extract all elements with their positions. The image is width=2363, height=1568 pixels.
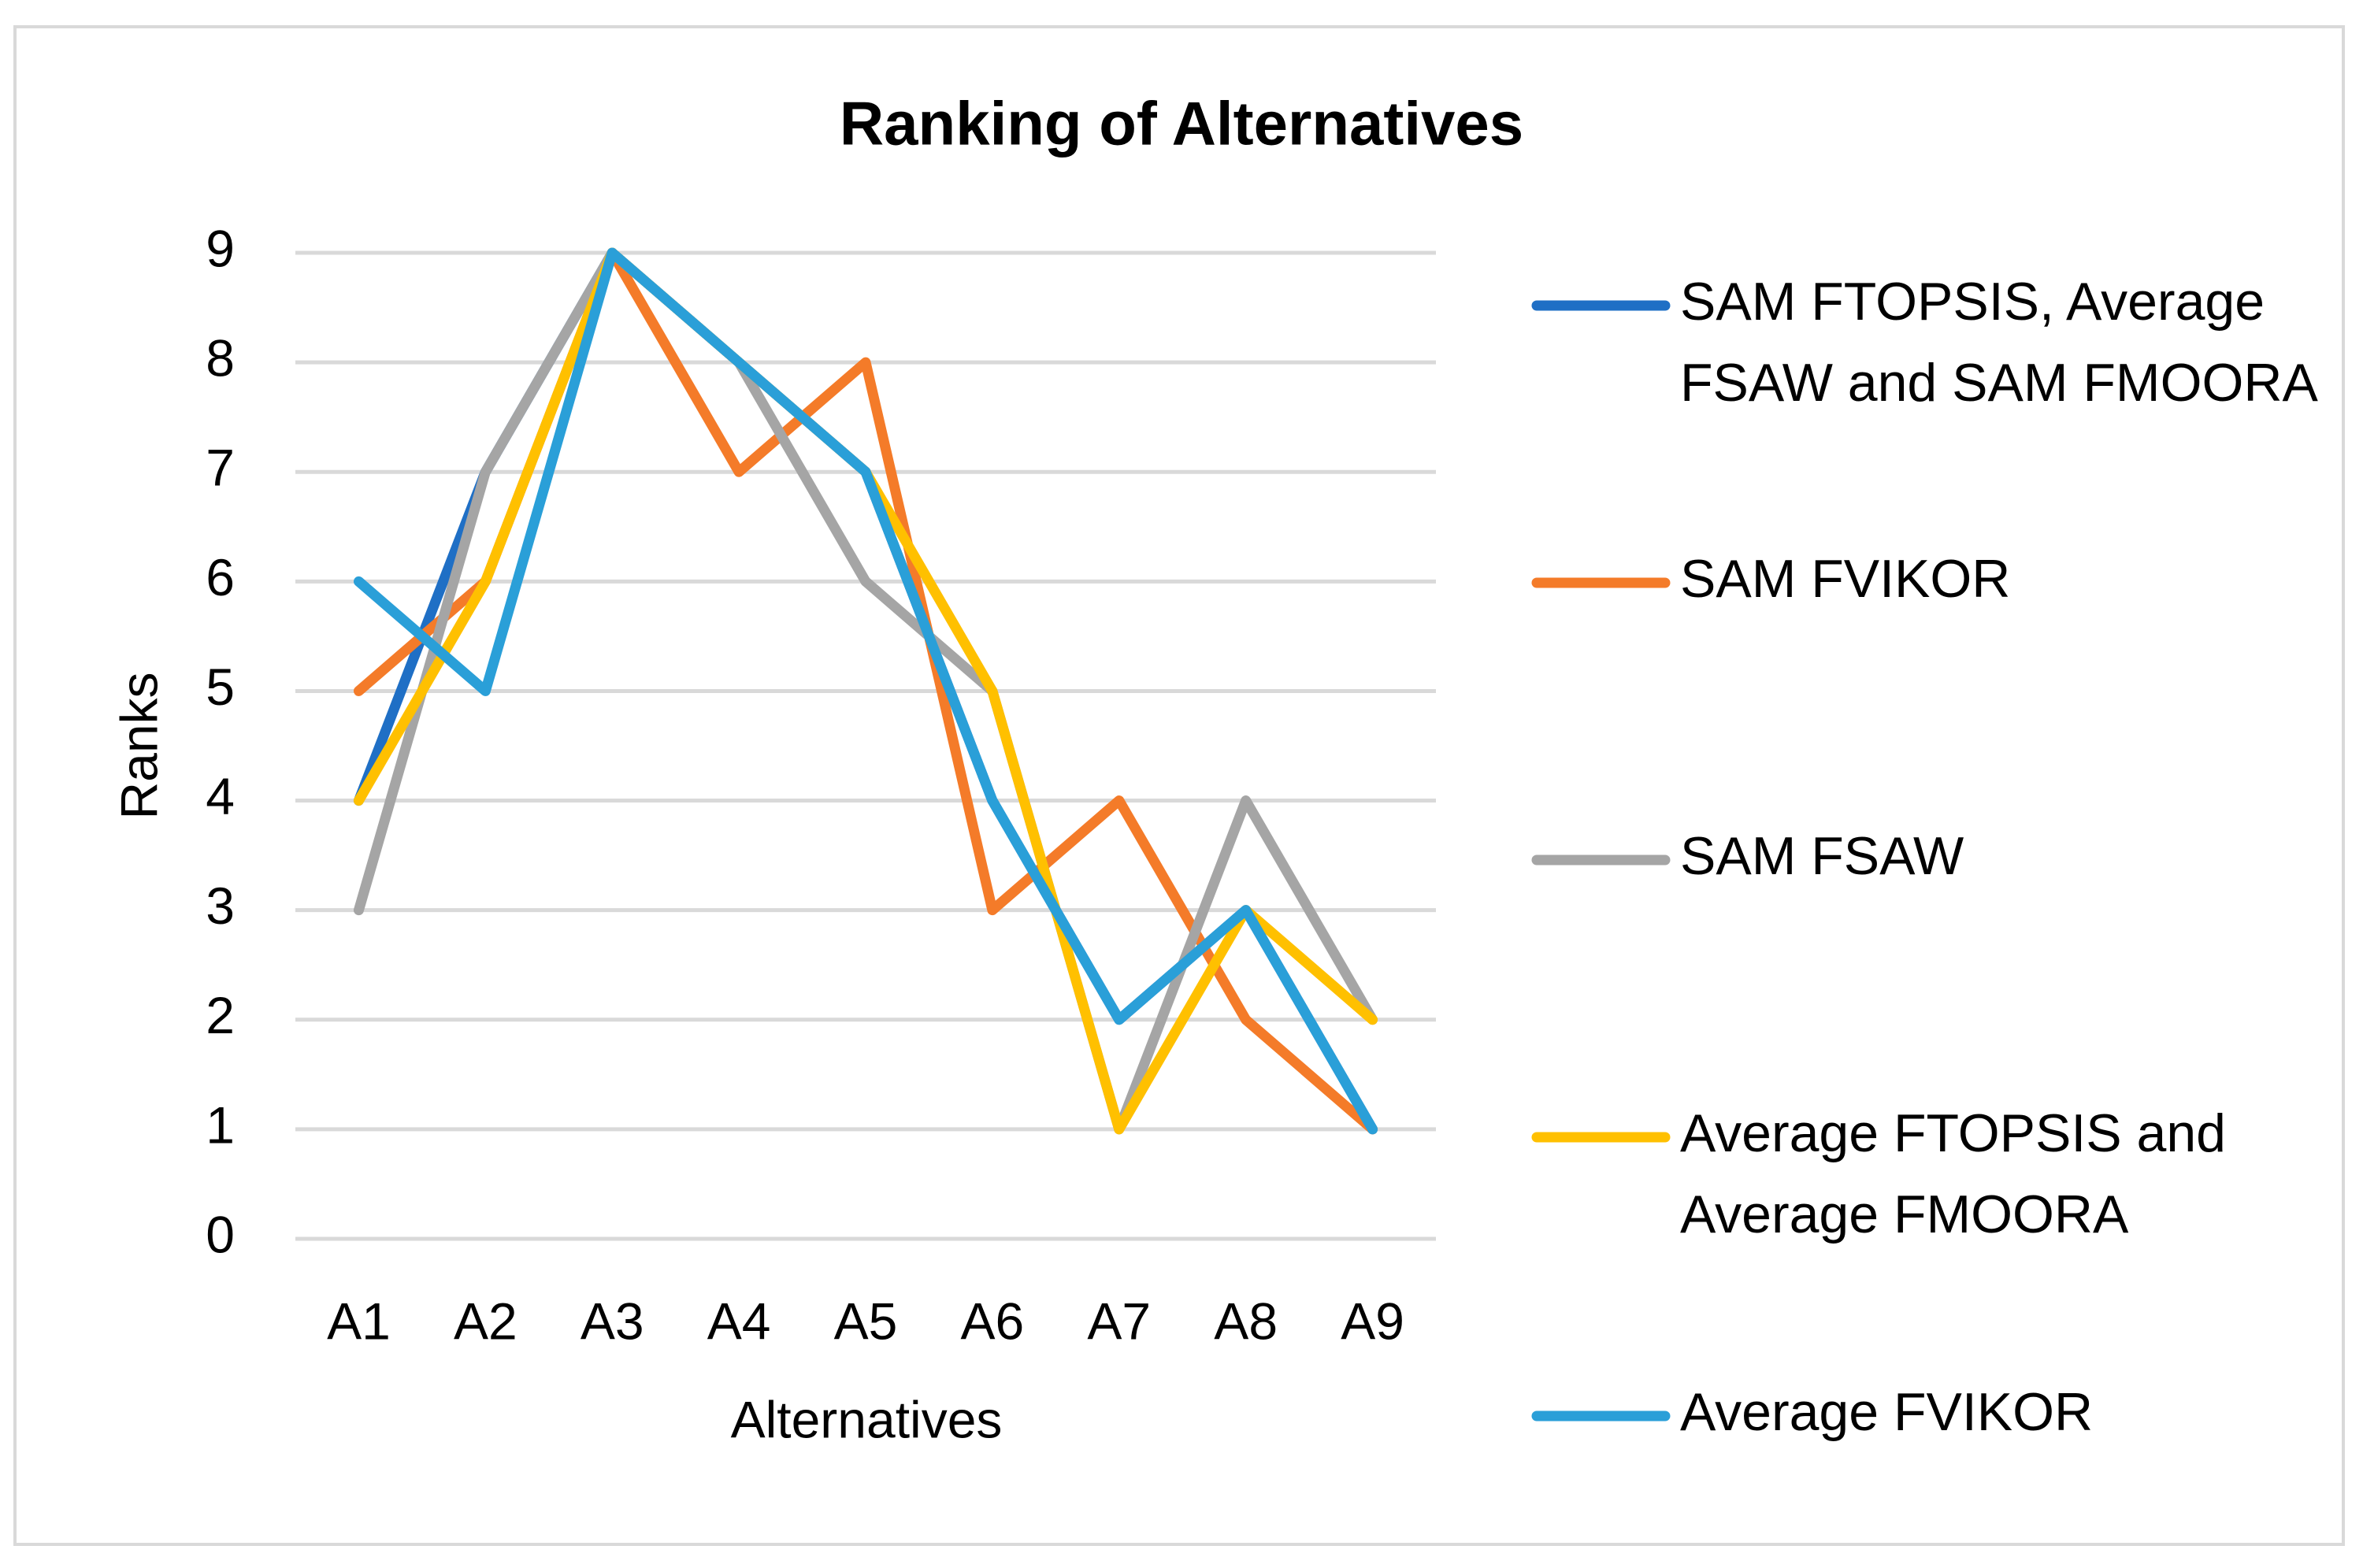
x-tick-label: A5 (834, 1292, 898, 1350)
x-tick-label: A1 (327, 1292, 391, 1350)
x-tick-label: A8 (1214, 1292, 1278, 1350)
legend-label: SAM FTOPSIS, Average FSAW and SAM FMOORA (1680, 272, 2318, 413)
legend-label: SAM FVIKOR (1680, 549, 2010, 609)
legend-label: Average FVIKOR (1680, 1382, 2093, 1442)
x-tick-label: A3 (581, 1292, 644, 1350)
chart-title: Ranking of Alternatives (840, 89, 1523, 158)
y-tick-label: 5 (206, 658, 235, 716)
y-tick-label: 3 (206, 877, 235, 935)
y-tick-label: 2 (206, 986, 235, 1044)
x-tick-label: A9 (1341, 1292, 1404, 1350)
legend-label: SAM FSAW (1680, 826, 1964, 886)
x-tick-label: A6 (961, 1292, 1025, 1350)
x-tick-label: A4 (707, 1292, 771, 1350)
series-line (353, 247, 1378, 1135)
y-tick-label: 0 (206, 1205, 235, 1263)
series-line (353, 247, 1378, 1135)
y-axis-label: Ranks (109, 672, 168, 819)
y-tick-label: 1 (206, 1095, 235, 1154)
y-tick-label: 6 (206, 548, 235, 606)
x-tick-label: A2 (454, 1292, 517, 1350)
x-tick-label: A7 (1087, 1292, 1151, 1350)
y-tick-label: 4 (206, 767, 235, 825)
legend-label: Average FTOPSIS and Average FMOORA (1680, 1103, 2226, 1244)
y-tick-label: 7 (206, 439, 235, 497)
y-tick-label: 8 (206, 329, 235, 387)
y-tick-label: 9 (206, 219, 235, 277)
x-axis-label: Alternatives (731, 1390, 1003, 1448)
chart-border (13, 25, 2345, 1546)
